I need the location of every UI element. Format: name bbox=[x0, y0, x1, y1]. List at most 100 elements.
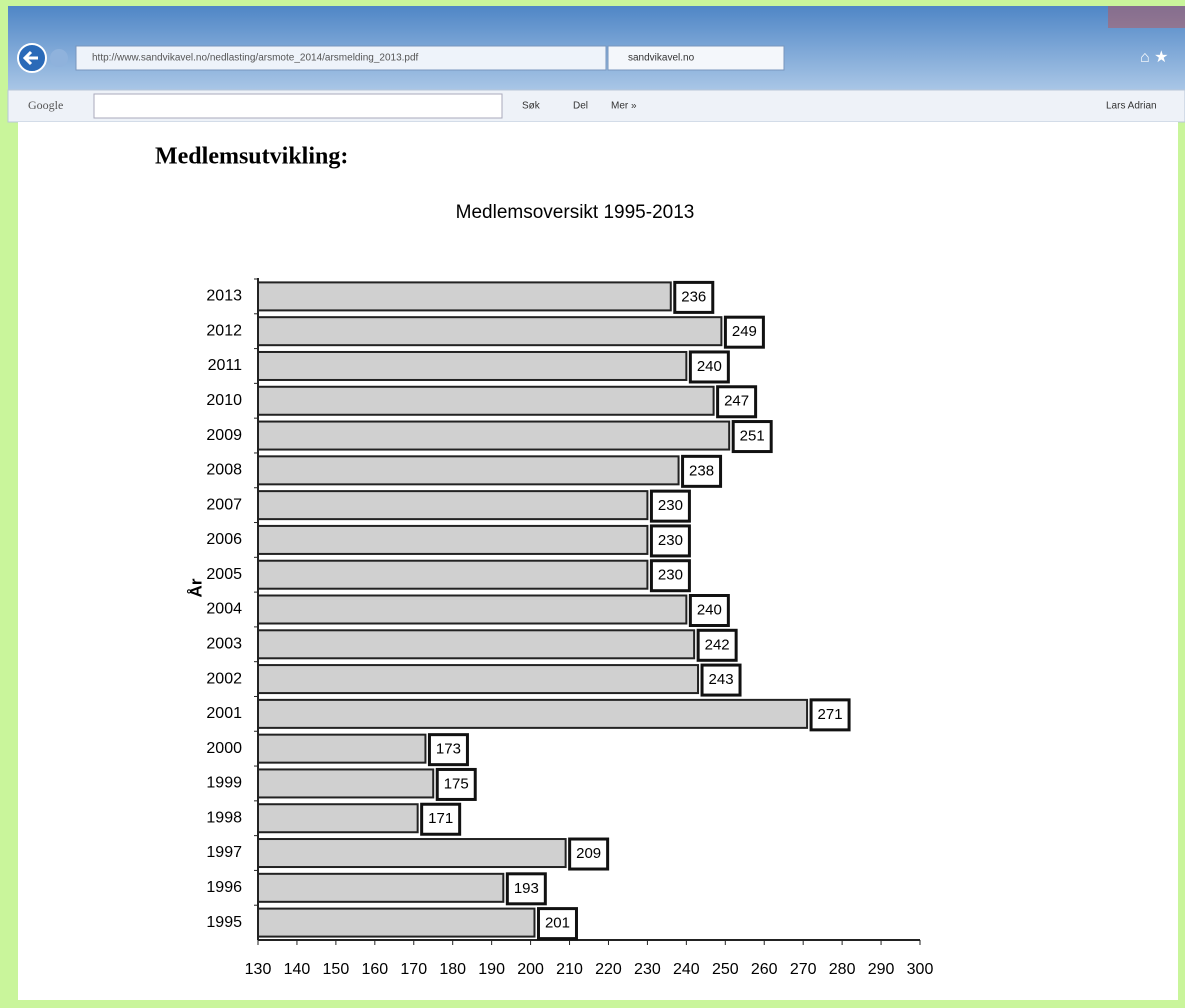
value-label-box bbox=[716, 385, 758, 419]
value-label: 243 bbox=[709, 671, 734, 688]
value-label-box bbox=[649, 489, 691, 523]
value-label: 247 bbox=[724, 393, 749, 410]
y-tick-label: 1996 bbox=[206, 879, 242, 896]
value-label-box bbox=[420, 802, 462, 836]
bar bbox=[257, 455, 680, 486]
value-label: 230 bbox=[658, 567, 683, 584]
x-tick-label: 210 bbox=[556, 961, 583, 978]
value-label-box bbox=[427, 733, 469, 767]
x-tick-label: 200 bbox=[517, 961, 544, 978]
y-tick-label: 1998 bbox=[206, 809, 242, 826]
y-tick-label: 2008 bbox=[206, 462, 242, 479]
tab[interactable] bbox=[607, 45, 785, 71]
value-label-box bbox=[731, 420, 773, 454]
x-tick-label: 130 bbox=[245, 961, 272, 978]
bar bbox=[257, 350, 688, 381]
value-label-box bbox=[700, 663, 742, 697]
y-tick-label: 2012 bbox=[206, 322, 242, 339]
bar bbox=[257, 524, 649, 555]
google-logo: Google bbox=[28, 98, 63, 112]
x-tick-label: 270 bbox=[790, 961, 817, 978]
y-tick-label: 2002 bbox=[206, 670, 242, 687]
y-tick-label: 1995 bbox=[206, 914, 242, 931]
more-button[interactable]: Mer » bbox=[611, 101, 637, 112]
x-tick-label: 260 bbox=[751, 961, 778, 978]
value-label: 201 bbox=[545, 915, 570, 932]
x-tick-label: 220 bbox=[595, 961, 622, 978]
bar bbox=[257, 281, 672, 312]
y-tick-label: 1999 bbox=[206, 775, 242, 792]
y-tick-label: 2007 bbox=[206, 496, 242, 513]
bar bbox=[257, 420, 731, 451]
value-label-box bbox=[505, 872, 547, 906]
bar bbox=[257, 559, 649, 590]
window-controls[interactable] bbox=[1108, 6, 1185, 28]
value-label-box bbox=[723, 315, 765, 349]
x-tick-label: 250 bbox=[712, 961, 739, 978]
home-fav-icons[interactable]: ⌂ ★ bbox=[1140, 49, 1168, 66]
x-tick-label: 160 bbox=[361, 961, 388, 978]
chart-title: Medlemsoversikt 1995-2013 bbox=[456, 202, 695, 223]
value-label-box bbox=[809, 698, 851, 732]
share-button[interactable]: Del bbox=[573, 101, 588, 112]
y-tick-label: 2013 bbox=[206, 288, 242, 305]
bar bbox=[257, 907, 536, 938]
value-label: 230 bbox=[658, 497, 683, 514]
bar bbox=[257, 803, 419, 834]
forward-button[interactable] bbox=[50, 49, 68, 67]
x-tick-label: 300 bbox=[907, 961, 934, 978]
value-label-box bbox=[688, 350, 730, 384]
value-label-box bbox=[681, 454, 723, 488]
y-tick-label: 2004 bbox=[206, 601, 242, 618]
y-tick-label: 2011 bbox=[208, 357, 243, 374]
value-label: 230 bbox=[658, 532, 683, 549]
bar bbox=[257, 698, 809, 729]
x-tick-label: 190 bbox=[478, 961, 505, 978]
value-label: 271 bbox=[818, 706, 843, 723]
address-bar[interactable] bbox=[75, 45, 607, 71]
value-label-box bbox=[536, 907, 578, 941]
x-tick-label: 240 bbox=[673, 961, 700, 978]
bar bbox=[257, 768, 435, 799]
value-label-box bbox=[696, 628, 738, 662]
y-tick-label: 2005 bbox=[206, 566, 242, 583]
value-label: 242 bbox=[705, 636, 730, 653]
y-tick-label: 2010 bbox=[206, 392, 242, 409]
x-tick-label: 290 bbox=[868, 961, 895, 978]
search-button[interactable]: Søk bbox=[522, 101, 541, 112]
value-label: 171 bbox=[428, 810, 453, 827]
bar bbox=[257, 838, 567, 869]
x-tick-label: 230 bbox=[634, 961, 661, 978]
bar bbox=[257, 385, 715, 416]
bar bbox=[257, 490, 649, 521]
value-label-box bbox=[568, 837, 610, 871]
value-label: 238 bbox=[689, 462, 714, 479]
y-tick-label: 1997 bbox=[206, 844, 242, 861]
value-label: 175 bbox=[444, 775, 469, 792]
y-tick-label: 2009 bbox=[206, 427, 242, 444]
value-label: 236 bbox=[681, 288, 706, 305]
search-box[interactable] bbox=[93, 93, 503, 119]
y-tick-label: 2000 bbox=[206, 740, 242, 757]
user-button[interactable]: Lars Adrian bbox=[1106, 101, 1157, 112]
bar bbox=[257, 629, 696, 660]
value-label: 251 bbox=[740, 428, 765, 445]
value-label-box bbox=[435, 767, 477, 801]
x-tick-label: 180 bbox=[439, 961, 466, 978]
value-label: 173 bbox=[436, 741, 461, 758]
y-tick-label: 2006 bbox=[206, 531, 242, 548]
y-axis-label: År bbox=[186, 578, 205, 597]
x-tick-label: 140 bbox=[284, 961, 311, 978]
x-tick-label: 170 bbox=[400, 961, 427, 978]
x-tick-label: 150 bbox=[323, 961, 350, 978]
value-label: 209 bbox=[576, 845, 601, 862]
value-label-box bbox=[688, 594, 730, 627]
x-tick-label: 280 bbox=[829, 961, 856, 978]
value-label-box bbox=[649, 524, 691, 558]
value-label: 249 bbox=[732, 323, 757, 340]
y-tick-label: 2001 bbox=[206, 705, 242, 722]
value-label: 193 bbox=[514, 880, 539, 897]
bar bbox=[257, 872, 505, 903]
